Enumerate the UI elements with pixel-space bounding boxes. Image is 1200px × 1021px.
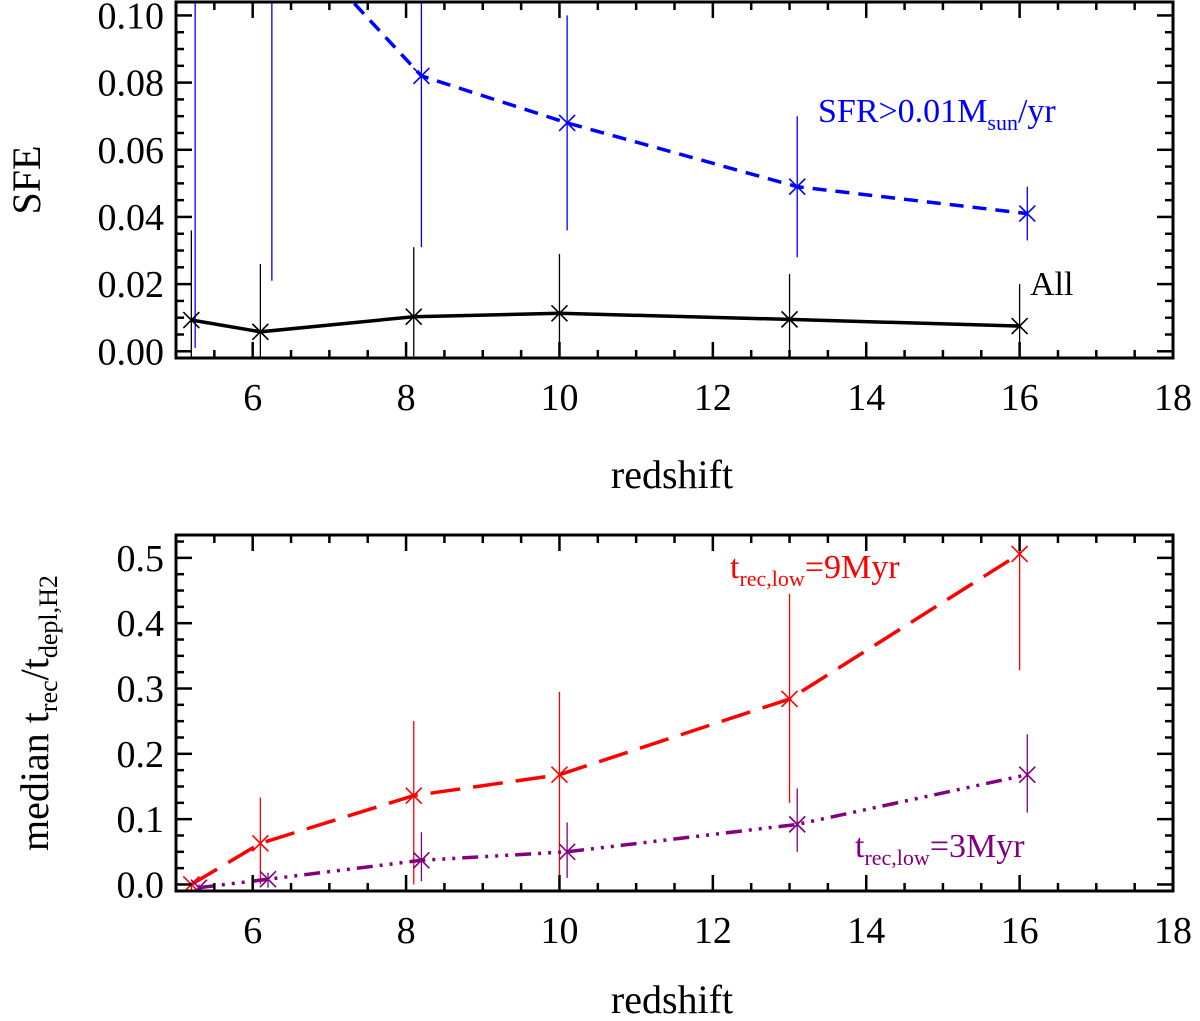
bottom-xtick-label: 8	[397, 910, 416, 952]
ylabel-part-slash: /t	[12, 658, 57, 680]
ylabel-part-sub1: rec	[34, 680, 63, 712]
top-ytick-label: 0.08	[98, 63, 165, 105]
ylabel-part-main: median t	[12, 712, 57, 851]
bottom-ytick-label: 0.0	[117, 864, 165, 906]
bottom-series-label-3myr: trec,low=3Myr	[855, 828, 1025, 870]
top-xtick-label: 14	[847, 377, 885, 419]
top-series-1-point	[251, 323, 269, 341]
bottom-series-1-line	[198, 772, 1028, 890]
bottom-ytick-label: 0.2	[117, 734, 165, 776]
label-3myr-t: t	[855, 828, 865, 865]
sfr-label-main: SFR>0.01M	[818, 93, 987, 130]
label-9myr-sub: rec,low	[739, 566, 804, 591]
top-xtick-label: 10	[540, 377, 578, 419]
top-y-axis-title: SFE	[4, 146, 49, 215]
bottom-series-1-point	[558, 843, 576, 861]
bottom-plot-area	[182, 535, 1036, 891]
top-xtick-label: 18	[1154, 377, 1192, 419]
top-ytick-label: 0.06	[98, 130, 165, 172]
top-series-0-point	[1018, 205, 1036, 223]
bottom-xtick-label: 10	[540, 910, 578, 952]
top-series-0-point	[412, 67, 430, 85]
bottom-xtick-label: 18	[1154, 910, 1192, 952]
bottom-xtick-label: 12	[694, 910, 732, 952]
bottom-xtick-label: 14	[847, 910, 885, 952]
top-series-0-point	[788, 178, 806, 196]
bottom-ytick-label: 0.5	[117, 538, 165, 580]
bottom-plot-frame	[174, 533, 1175, 893]
bottom-chart: 6 8 10 12 14 16 180.00.10.20.30.40.5 median tr…	[12, 533, 1192, 1021]
sfr-label-subscript: sun	[987, 110, 1018, 135]
top-series-1-point	[405, 308, 423, 326]
top-chart: 6 8 10 12 14 16 18 0.00 0.02 0.04 0.06 0.08 0.10 SFE…	[4, 0, 1192, 497]
bottom-x-axis-title: redshift	[611, 977, 733, 1021]
top-xtick-label: 12	[694, 377, 732, 419]
bottom-series-0-line	[190, 552, 1021, 887]
ylabel-part-sub2: depl,H2	[34, 575, 63, 658]
bottom-series-1-point	[259, 870, 277, 888]
top-plot-frame	[174, 0, 1175, 360]
top-ytick-label: 0.10	[98, 0, 165, 37]
bottom-xtick-label: 6	[243, 910, 262, 952]
top-series-label-all: All	[1030, 266, 1073, 303]
bottom-axis-ticks: 6 8 10 12 14 16 18 0.0 0.1 0.2 0.3 0.4 0.5	[117, 535, 1192, 952]
top-series-0-point	[558, 114, 576, 132]
sfr-label-unit: /yr	[1018, 93, 1056, 130]
top-series-0-line	[350, 2, 1028, 216]
top-series-1-point	[550, 304, 569, 322]
bottom-series-1-point	[412, 851, 430, 869]
bottom-xtick-label: 16	[1001, 910, 1039, 952]
bottom-series-0-point	[550, 766, 569, 784]
bottom-series-1-point	[1018, 766, 1036, 784]
top-series-1-point	[1011, 317, 1029, 335]
top-ytick-label: 0.02	[98, 264, 165, 306]
bottom-ytick-label: 0.4	[117, 603, 165, 645]
top-x-axis-title: redshift	[611, 452, 733, 497]
top-ytick-label: 0.00	[98, 331, 165, 373]
top-series-label-sfr: SFR>0.01Msun/yr	[818, 93, 1056, 135]
bottom-y-axis-title: median trec/tdepl,H2	[12, 575, 63, 851]
bottom-series-0-point	[780, 690, 799, 708]
top-series-1-line	[191, 311, 1020, 334]
top-axis-ticks: 6 8 10 12 14 16 18 0.00 0.02 0.04 0.06 0.08 0.10	[98, 0, 1193, 419]
top-plot-area	[182, 2, 1036, 358]
bottom-series-0-point	[251, 834, 269, 852]
label-9myr-t: t	[730, 549, 740, 586]
bottom-series-label-9myr: trec,low=9Myr	[730, 549, 900, 591]
bottom-ytick-label: 0.1	[117, 799, 165, 841]
label-9myr-value: =9Myr	[805, 549, 900, 586]
bottom-series-1-point	[190, 879, 208, 891]
bottom-series-1-point	[788, 815, 806, 833]
label-3myr-value: =3Myr	[930, 828, 1025, 865]
bottom-ytick-label: 0.3	[117, 669, 165, 711]
top-series-1-point	[780, 310, 799, 328]
top-xtick-label: 8	[397, 377, 416, 419]
bottom-series-0-point	[405, 787, 423, 805]
top-series-1-point	[182, 311, 200, 329]
top-xtick-label: 16	[1001, 377, 1039, 419]
label-3myr-sub: rec,low	[864, 845, 929, 870]
bottom-series-0-point	[1011, 545, 1029, 563]
top-ytick-label: 0.04	[98, 197, 165, 239]
top-xtick-label: 6	[243, 377, 262, 419]
